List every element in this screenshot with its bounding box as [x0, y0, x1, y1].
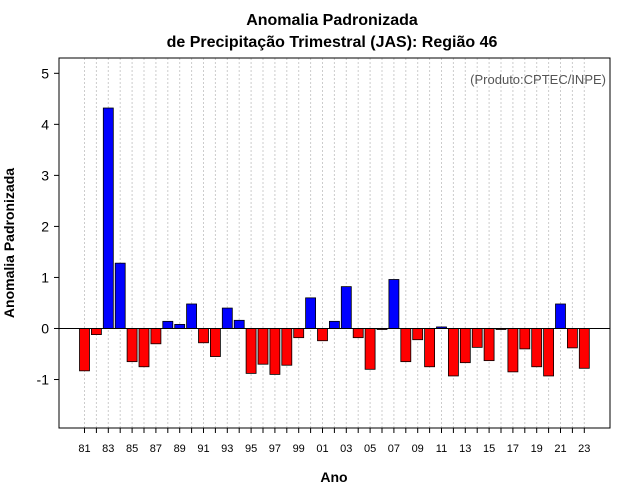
x-tick-label: 23 — [578, 443, 590, 455]
bar-14 — [471, 328, 483, 348]
bar-04 — [352, 328, 364, 339]
x-tick-label: 87 — [150, 443, 162, 455]
bar-83 — [102, 107, 114, 329]
y-tick-label: -1 — [37, 372, 50, 388]
bar-08 — [400, 328, 412, 363]
x-tick-label: 93 — [221, 443, 233, 455]
bar-01 — [317, 328, 328, 342]
bar-91 — [198, 328, 209, 344]
bar-23 — [578, 328, 590, 369]
bar-07 — [388, 279, 400, 329]
y-tick-label: 4 — [41, 116, 49, 132]
bar-89 — [174, 323, 186, 329]
x-tick-label: 05 — [364, 443, 376, 455]
bar-22 — [567, 328, 578, 349]
grid-lines — [84, 58, 585, 428]
x-tick-label: 13 — [459, 443, 471, 455]
bar-12 — [447, 328, 459, 377]
bar-98 — [281, 328, 293, 366]
bar-99 — [293, 328, 305, 339]
bar-82 — [91, 328, 102, 336]
bar-03 — [340, 286, 352, 329]
bar-15 — [483, 328, 495, 362]
x-axis: 81 83 85 87 89 91 93 95 97 99 01 03 05 07 09 11 13 15 17 19… — [78, 428, 590, 455]
bar-92 — [209, 328, 221, 357]
bar-84 — [114, 262, 126, 329]
x-tick-label: 17 — [507, 443, 519, 455]
bars — [79, 107, 590, 377]
credit-annotation: (Produto:CPTEC/INPE) — [470, 72, 606, 87]
y-tick-label: 3 — [41, 167, 49, 183]
x-tick-label: 03 — [340, 443, 352, 455]
bar-18 — [519, 328, 531, 350]
x-axis-label: Ano — [320, 469, 347, 485]
x-tick-label: 01 — [316, 443, 328, 455]
bar-13 — [459, 328, 471, 364]
x-tick-label: 11 — [436, 443, 447, 455]
x-tick-label: 99 — [293, 443, 305, 455]
bar-96 — [257, 328, 269, 365]
bar-85 — [126, 328, 138, 363]
bar-90 — [186, 303, 198, 329]
y-axis: -1 0 1 2 3 4 5 — [37, 65, 59, 388]
bar-10 — [424, 328, 436, 368]
y-axis-label: Anomalia Padronizada — [1, 168, 17, 318]
x-tick-label: 83 — [102, 443, 114, 455]
x-tick-label: 15 — [483, 443, 495, 455]
bar-81 — [79, 328, 90, 372]
x-tick-label: 07 — [388, 443, 400, 455]
y-tick-label: 0 — [41, 320, 49, 336]
bar-86 — [138, 328, 150, 368]
bar-88 — [162, 320, 174, 329]
x-tick-label: 95 — [245, 443, 257, 455]
bar-05 — [364, 328, 376, 370]
bar-17 — [507, 328, 519, 373]
bar-21 — [555, 303, 566, 329]
bar-19 — [531, 328, 543, 368]
x-tick-label: 81 — [78, 443, 90, 455]
bar-02 — [328, 320, 340, 329]
bar-94 — [233, 319, 245, 329]
x-tick-label: 97 — [269, 443, 281, 455]
bar-87 — [150, 328, 162, 345]
bar-95 — [245, 328, 257, 374]
bar-93 — [221, 307, 233, 329]
x-tick-label: 09 — [412, 443, 424, 455]
x-tick-label: 89 — [174, 443, 186, 455]
x-tick-label: 19 — [531, 443, 543, 455]
y-tick-label: 1 — [41, 269, 49, 285]
chart-subtitle: de Precipitação Trimestral (JAS): Região… — [167, 34, 498, 51]
y-tick-label: 5 — [41, 65, 49, 81]
x-tick-label: 91 — [197, 443, 209, 455]
bar-97 — [269, 328, 281, 375]
x-tick-label: 85 — [126, 443, 138, 455]
y-tick-label: 2 — [41, 218, 49, 234]
x-tick-label: 21 — [554, 443, 566, 455]
bar-20 — [543, 328, 554, 377]
bar-00 — [305, 297, 317, 329]
bar-09 — [412, 328, 424, 341]
chart-title: Anomalia Padronizada — [246, 12, 418, 29]
